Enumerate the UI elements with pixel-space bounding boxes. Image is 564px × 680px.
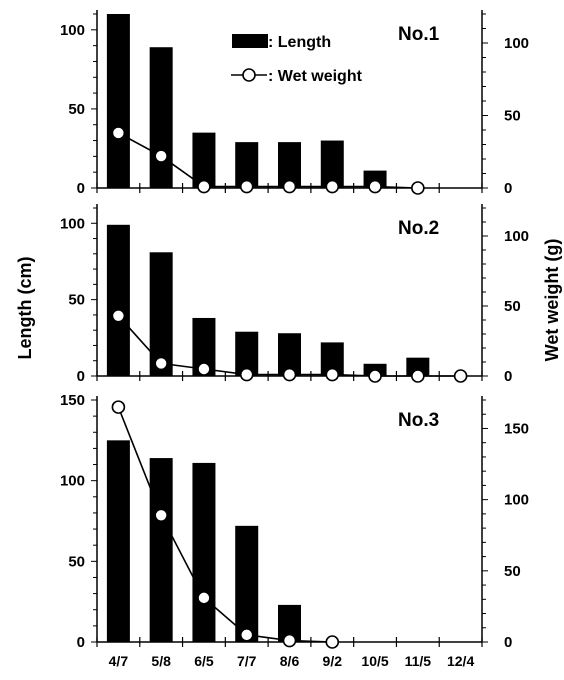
length-bar [149,252,173,376]
wet-weight-point [411,369,425,383]
right-tick-label: 100 [504,492,529,509]
wet-weight-point [368,179,382,194]
length-bar [192,462,216,642]
x-tick-label: 5/8 [151,653,171,669]
right-tick-label: 150 [504,420,529,437]
left-tick-label: 100 [60,215,85,232]
length-bar [149,47,173,188]
wet-weight-point [154,149,168,163]
wet-weight-point [197,591,211,605]
wet-weight-point [453,369,468,383]
panel-3: 0 50 100 150 0 50 100 150 No.3 [60,392,529,651]
x-tick-label: 6/5 [194,653,214,669]
wet-weight-point [325,635,340,649]
wet-weight-line [118,132,418,189]
length-bar [106,14,130,188]
right-tick-label: 100 [504,35,529,52]
wet-weight-point [239,628,254,642]
left-tick-label: 50 [68,553,85,570]
wet-weight-point [325,367,340,382]
length-bar [320,342,344,376]
length-bar [320,140,344,188]
length-bar [106,224,130,376]
wet-weight-point [197,362,211,376]
right-tick-label: 50 [504,298,521,315]
wet-weight-point [111,308,126,323]
length-bar [149,458,173,642]
x-tick-label: 12/4 [447,653,474,669]
x-tick-label: 9/2 [323,653,343,669]
length-bar [106,440,130,642]
panel-1: 0 50 100 0 50 100 No.1 [60,10,529,197]
wet-weight-point [154,356,168,371]
wet-weight-point [111,400,126,414]
legend: : Length : Wet weight [231,34,363,85]
wet-weight-line [117,406,333,643]
panel-2: 0 50 100 0 50 100 No.2 [60,204,529,385]
length-bar [235,525,259,642]
wet-weight-point [239,367,254,382]
legend-line-label: : Wet weight [268,68,363,85]
panel-label: No.1 [398,24,440,45]
left-tick-label: 0 [77,180,85,197]
panel-label: No.3 [398,410,439,431]
x-tick-label: 8/6 [280,653,300,669]
left-tick-label: 150 [60,392,85,409]
wet-weight-point [282,179,297,194]
length-bar [235,331,259,376]
x-tick-label: 11/5 [405,653,432,669]
wet-weight-point [111,126,126,140]
legend-marker [242,68,256,82]
length-bar [406,357,430,376]
right-tick-label: 50 [504,108,521,125]
length-bar [235,142,259,188]
left-tick-label: 50 [68,101,85,118]
right-tick-label: 50 [504,563,521,580]
length-bar [192,317,216,376]
right-axis-title: Wet weight (g) [542,239,562,362]
legend-bar-label: : Length [268,34,331,51]
left-tick-label: 0 [77,368,85,385]
length-bar [278,142,301,188]
wet-weight-point [325,179,340,194]
wet-weight-point [411,181,425,195]
left-tick-label: 0 [77,634,85,651]
wet-weight-point [154,508,168,523]
wet-weight-point [282,633,297,648]
left-tick-label: 100 [60,473,85,490]
left-tick-label: 50 [68,292,85,309]
right-tick-label: 0 [504,180,512,197]
wet-weight-point [239,179,254,194]
panel-label: No.2 [398,218,439,239]
left-tick-label: 100 [60,22,85,39]
wet-weight-point [368,369,382,383]
right-tick-label: 0 [504,634,512,651]
x-tick-label: 7/7 [237,653,257,669]
wet-weight-point [197,179,211,194]
legend-bar-swatch [232,34,268,48]
length-bar [278,604,301,642]
left-axis-title: Length (cm) [15,257,35,360]
right-tick-label: 0 [504,368,512,385]
wet-weight-point [282,367,297,382]
x-tick-label: 10/5 [361,653,388,669]
x-tick-label: 4/7 [109,653,129,669]
right-tick-label: 100 [504,228,529,245]
length-bar [192,132,216,188]
length-bar [278,333,301,376]
